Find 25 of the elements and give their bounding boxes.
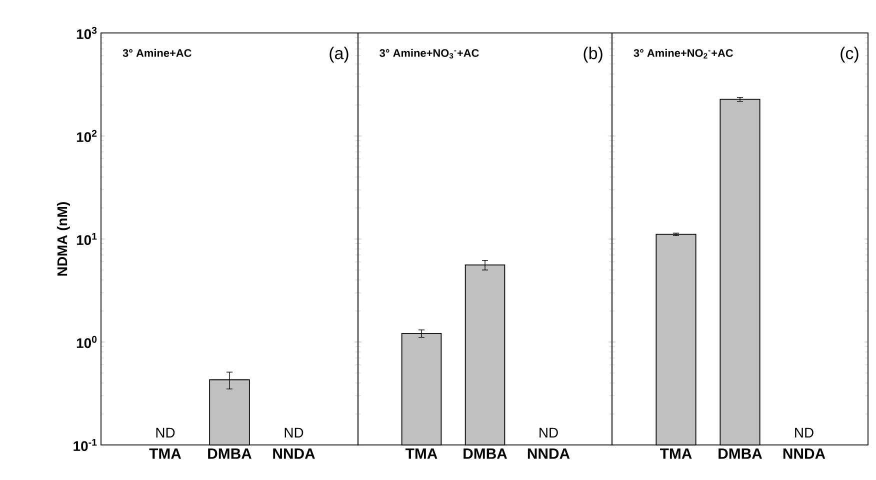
y-tick-label: 10$^{1}$ — [76, 232, 97, 246]
annotation: ND — [284, 428, 304, 438]
x-tick-label: NNDA — [273, 448, 315, 459]
text: 3° Amine+AC — [122, 48, 192, 57]
annotation: ND — [795, 428, 814, 438]
annotation: (c) — [840, 46, 858, 63]
y-tick-label: 10$^{0}$ — [76, 336, 97, 348]
y-axis-title: NDMA (nM) — [56, 202, 70, 276]
x-tick-label: TMA — [149, 448, 182, 459]
x-tick-label: DMBA — [208, 448, 252, 459]
annotation: ND — [156, 428, 175, 438]
annotation: (a) — [330, 46, 348, 63]
y-tick-label: 10$^{-1}$ — [74, 438, 97, 452]
x-tick-label: TMA — [660, 448, 692, 459]
y-tick-label: 10$^{2}$ — [76, 130, 97, 142]
text: 3° Amine+NO$_{3}$$^{-}$+AC — [380, 48, 479, 59]
x-tick-label: NNDA — [528, 448, 570, 459]
x-tick-label: TMA — [405, 448, 438, 459]
text: 3° Amine+NO$_{2}$$^{-}$+AC — [634, 48, 734, 58]
x-tick-label: NNDA — [783, 448, 826, 459]
x-tick-label: DMBA — [464, 448, 508, 459]
x-tick-label: DMBA — [718, 448, 762, 459]
annotation: ND — [540, 428, 558, 438]
y-tick-label: 10$^{3}$ — [76, 26, 97, 40]
annotation: (b) — [584, 46, 602, 63]
